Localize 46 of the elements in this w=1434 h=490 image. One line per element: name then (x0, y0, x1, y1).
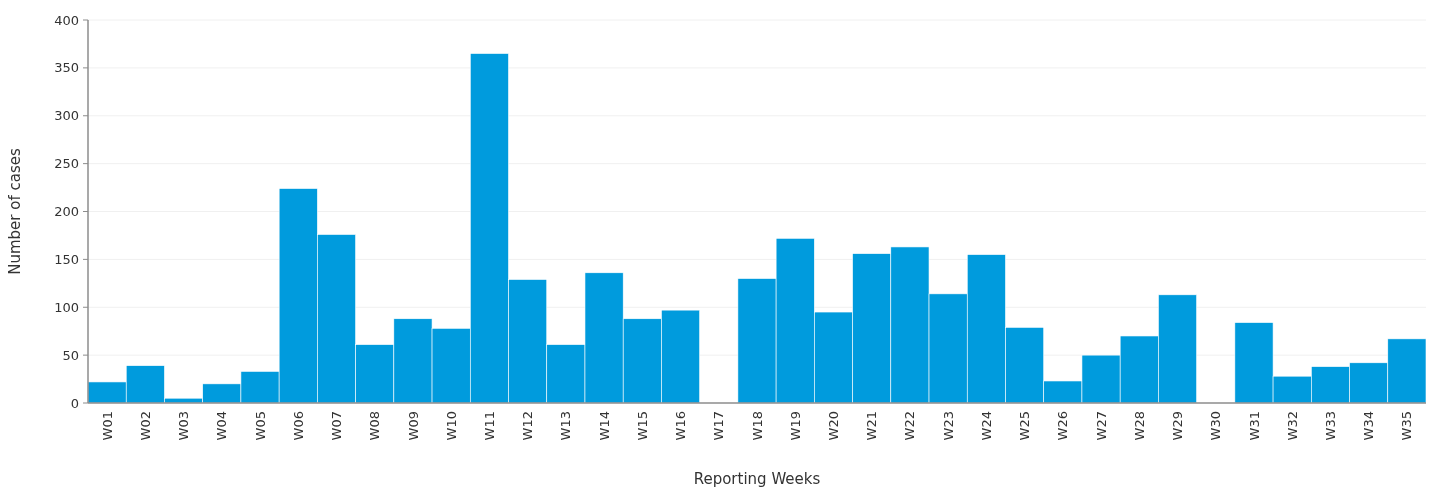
x-tick-label: W18 (749, 411, 765, 441)
x-tick-label: W35 (1399, 411, 1415, 441)
x-tick-label: W32 (1284, 411, 1300, 441)
x-tick-label: W23 (940, 411, 956, 441)
x-tick-label: W25 (1017, 411, 1033, 441)
x-tick-label: W03 (176, 411, 192, 441)
x-tick-label: W15 (634, 411, 650, 441)
x-tick-label: W13 (558, 411, 574, 441)
y-tick-label: 300 (54, 108, 79, 124)
y-tick-label: 400 (54, 12, 79, 28)
y-tick-label: 250 (54, 156, 79, 172)
x-tick-label: W09 (405, 411, 421, 441)
x-tick-label: W16 (673, 411, 689, 441)
x-tick-label: W02 (137, 411, 153, 441)
x-tick-label: W07 (329, 411, 345, 441)
y-tick-label: 0 (70, 395, 79, 411)
x-tick-label: W31 (1246, 411, 1262, 441)
x-tick-label: W28 (1131, 411, 1147, 441)
x-tick-label: W30 (1208, 411, 1224, 441)
x-tick-label: W12 (520, 411, 536, 441)
y-tick-label: 50 (62, 347, 79, 363)
x-tick-label: W24 (978, 411, 994, 441)
x-tick-label: W05 (252, 411, 268, 441)
y-tick-label: 350 (54, 60, 79, 76)
x-tick-label: W21 (864, 411, 880, 441)
x-tick-label: W20 (826, 411, 842, 441)
x-tick-label: W34 (1361, 411, 1377, 441)
x-tick-label: W17 (711, 411, 727, 441)
x-tick-label: W19 (787, 411, 803, 441)
x-tick-label: W27 (1093, 411, 1109, 441)
y-tick-label: 100 (54, 299, 79, 315)
x-tick-label: W22 (902, 411, 918, 441)
x-tick-label: W14 (596, 411, 612, 441)
y-tick-label: 200 (54, 204, 79, 220)
x-tick-label: W08 (367, 411, 383, 441)
x-tick-label: W10 (443, 411, 459, 441)
x-tick-label: W01 (99, 411, 115, 441)
y-tick-label: 150 (54, 251, 79, 267)
x-tick-label: W11 (481, 411, 497, 441)
x-axis-title: Reporting Weeks (693, 470, 821, 488)
x-tick-label: W29 (1170, 411, 1186, 441)
x-tick-label: W33 (1322, 411, 1338, 441)
x-tick-label: W26 (1055, 411, 1071, 441)
y-axis-title: Number of cases (6, 148, 24, 275)
x-tick-label: W04 (214, 411, 230, 441)
x-tick-label: W06 (290, 411, 306, 441)
